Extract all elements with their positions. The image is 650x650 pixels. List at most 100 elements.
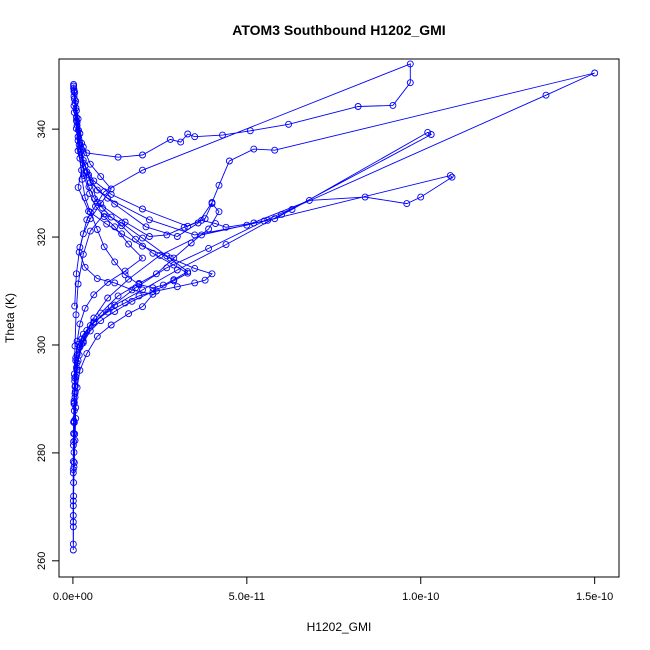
data-point <box>81 304 89 312</box>
data-point <box>74 115 82 123</box>
chart-title: ATOM3 Southbound H1202_GMI <box>232 22 445 38</box>
data-point <box>70 438 78 446</box>
data-point <box>100 213 108 221</box>
data-point <box>194 219 202 227</box>
x-axis: 0.0e+00 5.0e-11 1.0e-10 1.5e-10 <box>53 576 613 603</box>
data-point <box>69 512 77 519</box>
data-point <box>132 235 139 243</box>
data-point <box>72 270 80 278</box>
data-point <box>69 502 77 510</box>
data-point <box>250 219 258 227</box>
x-axis-label: H1202_GMI <box>307 620 372 634</box>
data-point <box>121 299 129 307</box>
data-point <box>90 314 98 322</box>
data-point <box>180 223 188 231</box>
data-point <box>70 95 78 103</box>
data-point <box>77 148 85 156</box>
data-point <box>72 357 80 365</box>
data-point <box>92 202 99 210</box>
data-point <box>225 157 233 165</box>
data-point <box>163 231 171 239</box>
data-point <box>100 188 108 196</box>
data-point <box>149 288 157 296</box>
data-point <box>111 258 119 266</box>
data-point <box>135 281 143 288</box>
data-point <box>145 216 153 224</box>
data-point <box>173 266 181 274</box>
data-point <box>222 223 230 231</box>
data-point <box>78 335 86 343</box>
data-point <box>219 131 226 139</box>
data-point <box>72 125 80 133</box>
data-point <box>104 294 112 302</box>
data-point <box>205 225 213 233</box>
data-point <box>69 441 77 449</box>
x-tick-label: 1.5e-10 <box>576 591 613 603</box>
data-point <box>75 126 82 134</box>
data-point <box>417 193 425 201</box>
data-point <box>215 181 223 189</box>
x-tick-label: 1.0e-10 <box>402 591 439 603</box>
data-point <box>198 231 206 239</box>
data-point <box>74 280 82 288</box>
y-axis-label: Theta (K) <box>3 293 17 343</box>
data-point <box>184 130 192 138</box>
data-point <box>86 227 94 235</box>
series-markers <box>69 60 599 554</box>
data-point <box>159 281 167 289</box>
data-point <box>111 200 119 208</box>
data-point <box>85 207 93 215</box>
data-point <box>139 166 146 174</box>
data-point <box>74 183 82 191</box>
data-point <box>83 350 91 358</box>
data-point <box>69 497 77 505</box>
data-point <box>86 179 94 187</box>
data-point <box>81 169 89 177</box>
data-point <box>104 308 112 316</box>
data-point <box>107 303 115 311</box>
data-point <box>76 366 84 374</box>
data-point <box>81 194 89 202</box>
data-point <box>125 310 133 318</box>
data-point <box>69 469 77 477</box>
data-point <box>170 277 178 285</box>
data-point <box>69 518 77 526</box>
data-point <box>285 120 293 128</box>
data-point <box>139 151 146 159</box>
data-point <box>72 117 80 124</box>
data-point <box>264 216 272 224</box>
data-point <box>69 540 77 548</box>
data-point <box>75 248 83 256</box>
data-point <box>184 269 192 277</box>
data-point <box>93 332 101 340</box>
data-point <box>149 249 157 257</box>
data-point <box>114 153 122 161</box>
data-point <box>76 343 84 351</box>
data-point <box>184 222 192 230</box>
data-point <box>104 278 112 286</box>
data-point <box>107 185 115 193</box>
data-point <box>271 215 279 223</box>
data-point <box>212 220 219 228</box>
data-point <box>72 107 80 115</box>
data-point <box>104 194 112 202</box>
data-point <box>93 275 101 283</box>
data-point <box>163 264 171 272</box>
y-tick-label: 320 <box>36 228 48 246</box>
data-point <box>246 127 254 135</box>
data-point <box>149 284 157 292</box>
data-point <box>361 193 369 201</box>
data-point <box>243 221 251 229</box>
data-point <box>156 251 164 259</box>
data-point <box>86 215 94 223</box>
data-point <box>191 279 199 287</box>
data-point <box>76 154 84 162</box>
data-point <box>72 311 80 319</box>
data-point <box>97 173 105 181</box>
data-point <box>73 366 81 374</box>
data-point <box>427 131 435 138</box>
data-point <box>191 133 199 141</box>
data-point <box>208 200 216 208</box>
y-tick-label: 280 <box>36 444 48 462</box>
data-point <box>446 172 454 180</box>
